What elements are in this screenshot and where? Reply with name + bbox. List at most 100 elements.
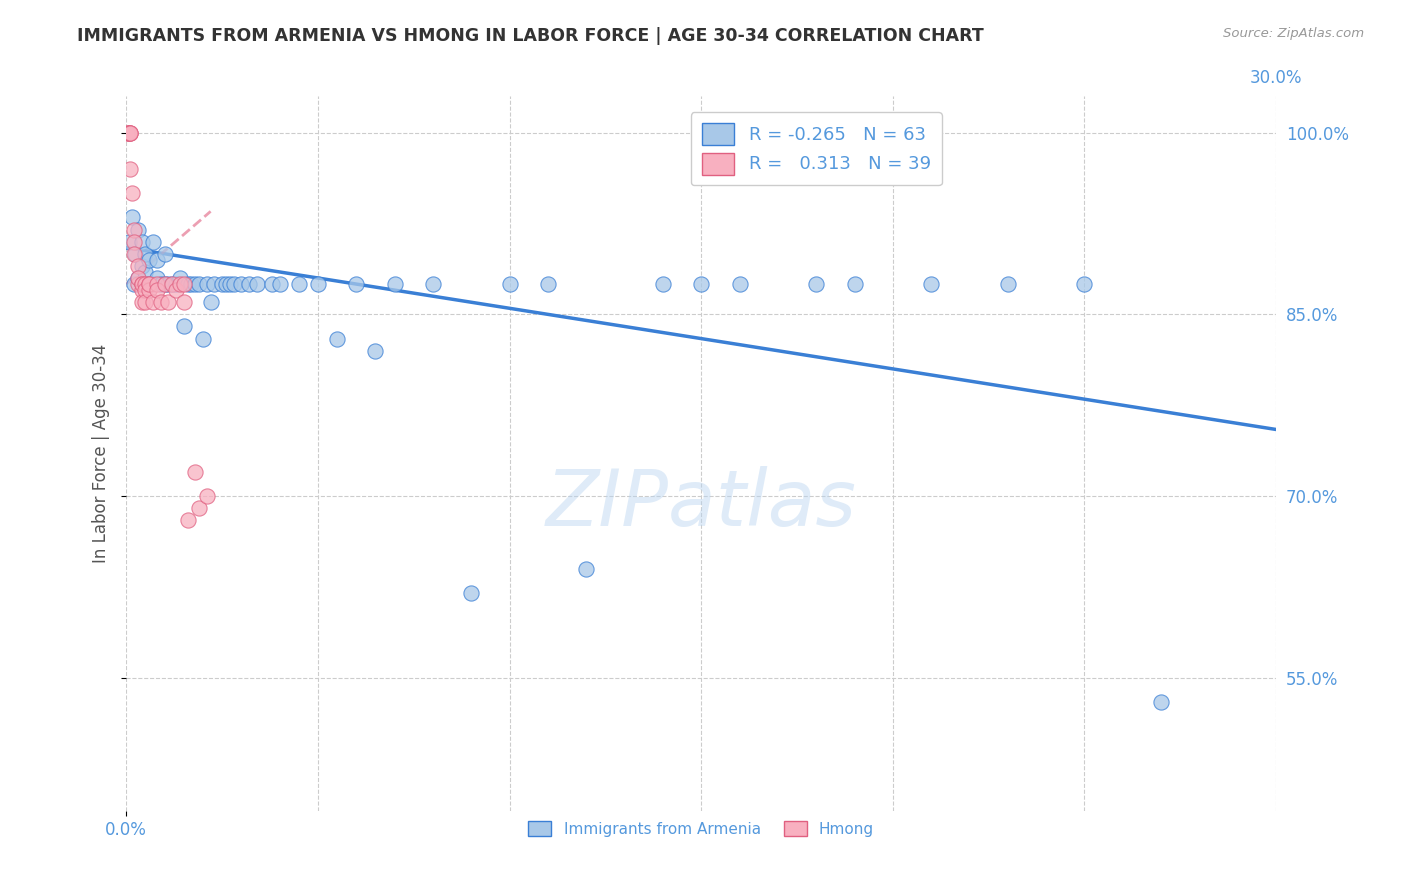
Text: IMMIGRANTS FROM ARMENIA VS HMONG IN LABOR FORCE | AGE 30-34 CORRELATION CHART: IMMIGRANTS FROM ARMENIA VS HMONG IN LABO…: [77, 27, 984, 45]
Point: [127, 271, 149, 285]
Point: [122, 277, 145, 291]
Point: [149, 277, 172, 291]
Point: [1073, 277, 1095, 291]
Point: [138, 283, 160, 297]
Point: [162, 277, 184, 291]
Point: [127, 271, 149, 285]
Point: [153, 277, 176, 291]
Point: [184, 465, 207, 479]
Point: [131, 259, 153, 273]
Point: [165, 277, 187, 291]
Point: [269, 277, 291, 291]
Point: [146, 252, 169, 267]
Point: [326, 332, 349, 346]
Point: [118, 126, 141, 140]
Point: [142, 277, 165, 291]
Point: [176, 513, 198, 527]
Point: [122, 222, 145, 236]
Point: [188, 277, 211, 291]
Point: [118, 235, 141, 249]
Point: [142, 235, 165, 249]
Point: [460, 586, 482, 600]
Point: [188, 501, 211, 516]
Point: [121, 186, 143, 201]
Point: [146, 277, 169, 291]
Point: [184, 277, 207, 291]
Point: [142, 295, 165, 310]
Point: [1150, 695, 1173, 709]
Point: [211, 277, 233, 291]
Point: [122, 235, 145, 249]
Point: [238, 277, 260, 291]
Point: [127, 259, 149, 273]
Point: [127, 222, 149, 236]
Point: [200, 295, 222, 310]
Point: [307, 277, 329, 291]
Point: [844, 277, 866, 291]
Point: [287, 277, 309, 291]
Point: [134, 246, 156, 260]
Point: [153, 246, 176, 260]
Legend: Immigrants from Armenia, Hmong: Immigrants from Armenia, Hmong: [523, 814, 880, 843]
Point: [260, 277, 283, 291]
Point: [690, 277, 713, 291]
Point: [131, 277, 153, 291]
Point: [173, 319, 195, 334]
Point: [120, 126, 142, 140]
Point: [138, 277, 160, 291]
Point: [180, 277, 202, 291]
Point: [153, 277, 176, 291]
Point: [173, 295, 195, 310]
Point: [651, 277, 673, 291]
Point: [920, 277, 942, 291]
Point: [120, 126, 142, 140]
Point: [134, 277, 156, 291]
Point: [176, 277, 198, 291]
Point: [138, 277, 160, 291]
Point: [173, 277, 195, 291]
Point: [169, 271, 191, 285]
Point: [344, 277, 367, 291]
Point: [195, 489, 218, 503]
Point: [191, 332, 214, 346]
Point: [124, 246, 146, 260]
Point: [204, 277, 226, 291]
Point: [422, 277, 444, 291]
Point: [146, 271, 169, 285]
Point: [134, 265, 156, 279]
Point: [131, 235, 153, 249]
Point: [120, 161, 142, 176]
Point: [138, 252, 160, 267]
Point: [134, 283, 156, 297]
Point: [195, 277, 218, 291]
Point: [728, 277, 751, 291]
Point: [218, 277, 240, 291]
Point: [131, 277, 153, 291]
Point: [121, 211, 143, 225]
Text: Source: ZipAtlas.com: Source: ZipAtlas.com: [1223, 27, 1364, 40]
Point: [149, 295, 172, 310]
Point: [165, 283, 187, 297]
Point: [162, 277, 184, 291]
Point: [804, 277, 827, 291]
Point: [222, 277, 245, 291]
Point: [364, 343, 387, 358]
Point: [127, 277, 149, 291]
Point: [498, 277, 520, 291]
Point: [384, 277, 406, 291]
Point: [215, 277, 238, 291]
Point: [134, 277, 156, 291]
Point: [169, 277, 191, 291]
Point: [131, 283, 153, 297]
Point: [120, 126, 142, 140]
Point: [537, 277, 560, 291]
Y-axis label: In Labor Force | Age 30-34: In Labor Force | Age 30-34: [93, 344, 110, 564]
Point: [117, 126, 139, 140]
Point: [575, 562, 598, 576]
Point: [157, 295, 180, 310]
Point: [131, 277, 153, 291]
Point: [231, 277, 253, 291]
Point: [122, 246, 145, 260]
Point: [157, 277, 180, 291]
Point: [138, 277, 160, 291]
